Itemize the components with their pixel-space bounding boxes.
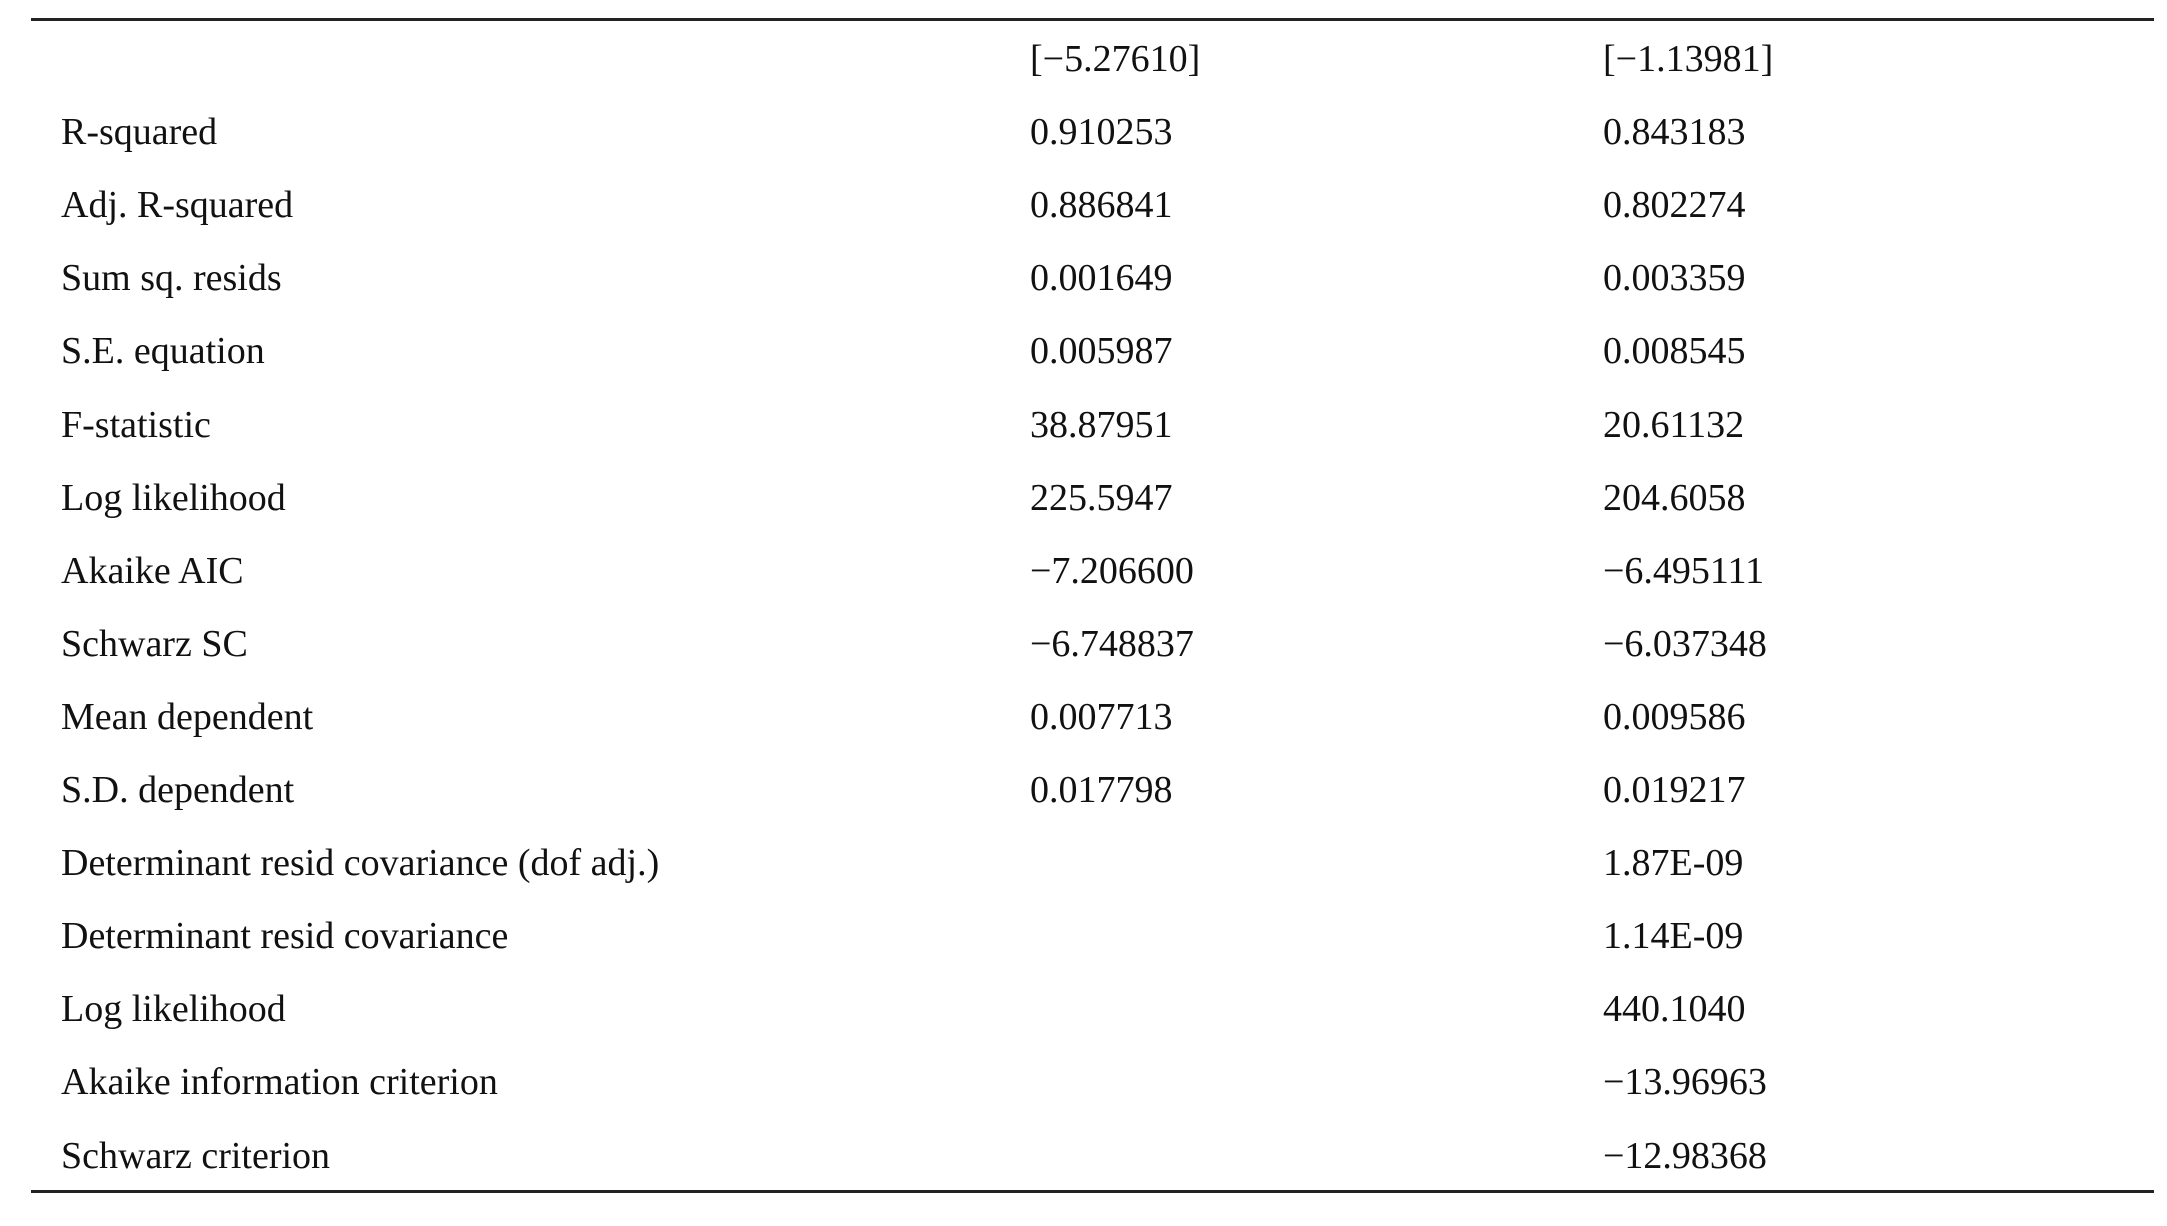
row-label: Log likelihood bbox=[61, 476, 286, 519]
column-2-cell: 0.007713 bbox=[1030, 695, 1173, 738]
row-label: Schwarz SC bbox=[61, 622, 248, 665]
row-label: Akaike AIC bbox=[61, 549, 244, 592]
column-3-cell: 440.1040 bbox=[1603, 988, 1746, 1031]
column-2-cell: 38.87951 bbox=[1030, 403, 1173, 446]
row-label: Sum sq. resids bbox=[61, 257, 282, 300]
column-3-cell: −12.98368 bbox=[1603, 1134, 1767, 1177]
column-3-cell: −6.495111 bbox=[1603, 549, 1765, 592]
column-3-cell: −6.037348 bbox=[1603, 622, 1767, 665]
column-3-cell: 0.003359 bbox=[1603, 257, 1746, 300]
bottom-rule bbox=[31, 1190, 2154, 1193]
column-3-cell: [−1.13981] bbox=[1603, 38, 1774, 80]
column-2-cell: −6.748837 bbox=[1030, 622, 1194, 665]
column-2-cell: 0.886841 bbox=[1030, 184, 1173, 227]
column-3-cell: 0.802274 bbox=[1603, 184, 1746, 227]
row-label: S.D. dependent bbox=[61, 769, 295, 811]
column-3-cell: 0.009586 bbox=[1603, 695, 1746, 738]
row-label: Determinant resid covariance bbox=[61, 915, 509, 958]
column-2-cell: 0.001649 bbox=[1030, 257, 1173, 300]
column-2-cell: [−5.27610] bbox=[1030, 38, 1201, 80]
column-2-cell: 225.5947 bbox=[1030, 476, 1173, 519]
top-rule bbox=[31, 18, 2154, 21]
column-3-cell: 0.843183 bbox=[1603, 111, 1746, 154]
column-3-cell: 0.019217 bbox=[1603, 769, 1746, 811]
column-2-cell: 0.005987 bbox=[1030, 330, 1173, 373]
column-3-cell: −13.96963 bbox=[1603, 1061, 1767, 1104]
column-3-cell: 1.14E-09 bbox=[1603, 915, 1744, 958]
row-label: F-statistic bbox=[61, 403, 211, 446]
row-label: R-squared bbox=[61, 111, 218, 154]
row-label: Log likelihood bbox=[61, 988, 286, 1031]
row-label: Adj. R-squared bbox=[61, 184, 294, 227]
column-3-cell: 0.008545 bbox=[1603, 330, 1746, 373]
column-3-cell: 1.87E-09 bbox=[1603, 842, 1744, 885]
column-3-cell: 20.61132 bbox=[1603, 403, 1745, 446]
row-label: S.E. equation bbox=[61, 330, 265, 373]
row-label: Akaike information criterion bbox=[61, 1061, 498, 1104]
column-2-cell: −7.206600 bbox=[1030, 549, 1194, 592]
row-label: Mean dependent bbox=[61, 695, 314, 738]
row-label: Schwarz criterion bbox=[61, 1134, 331, 1177]
row-label: Determinant resid covariance (dof adj.) bbox=[61, 842, 660, 885]
column-3-cell: 204.6058 bbox=[1603, 476, 1746, 519]
column-2-cell: 0.017798 bbox=[1030, 769, 1173, 811]
column-2-cell: 0.910253 bbox=[1030, 111, 1173, 154]
